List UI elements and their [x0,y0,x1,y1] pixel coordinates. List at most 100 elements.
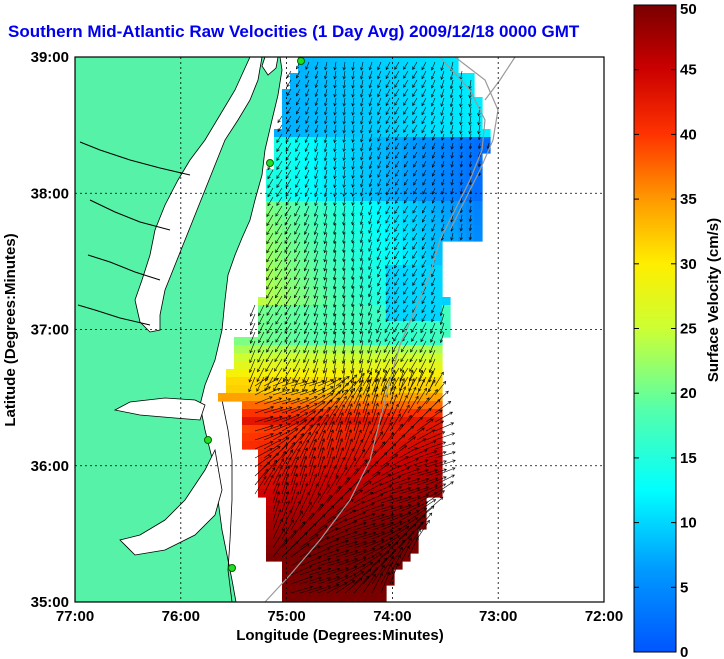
velocity-cell [386,193,395,202]
velocity-cell [474,97,483,106]
velocity-cell [362,209,371,218]
velocity-vector [487,142,490,149]
velocity-vector-head [294,321,298,325]
velocity-cell [354,529,363,538]
velocity-cell [274,337,283,346]
velocity-vector-head [342,157,346,162]
velocity-cell [330,409,339,418]
velocity-vector-head [408,495,412,500]
velocity-vector-head [443,460,447,464]
velocity-vector [286,88,292,96]
velocity-vector-head [477,136,482,141]
velocity-vector [407,406,421,423]
velocity-vector-head [368,183,373,188]
velocity-cell [434,145,443,154]
velocity-vector-head [332,240,337,245]
velocity-vector [380,486,402,495]
velocity-vector-head [287,500,291,504]
velocity-vector [407,478,429,486]
velocity-cell [362,97,371,106]
velocity-vector [351,340,355,354]
velocity-vector-head [333,102,337,107]
velocity-vector-head [419,416,423,421]
velocity-vector [308,380,325,387]
velocity-vector-head [459,103,463,108]
velocity-vector [382,367,391,382]
velocity-cell [442,185,451,194]
velocity-vector-head [428,369,432,373]
velocity-vector-head [459,146,464,150]
velocity-vector-head [441,431,446,435]
velocity-cell [266,337,275,346]
velocity-vector [324,97,328,106]
velocity-vector-head [385,129,389,134]
velocity-cell [402,489,411,498]
velocity-vector-head [459,130,463,135]
velocity-cell [402,161,411,170]
velocity-cell [290,553,299,562]
velocity-cell [474,113,483,122]
velocity-cell [266,553,275,562]
velocity-cell [362,217,371,226]
velocity-vector [360,241,364,252]
velocity-vector-head [459,112,463,117]
velocity-vector [335,566,358,576]
velocity-cell [306,521,315,530]
velocity-cell [314,321,323,330]
velocity-cell [330,313,339,322]
velocity-cell [418,313,427,322]
velocity-cell [346,169,355,178]
velocity-cell [386,401,395,410]
velocity-vector [352,205,355,216]
velocity-cell [434,433,443,442]
velocity-cell [442,97,451,106]
velocity-cell [386,137,395,146]
velocity-cell [362,73,371,82]
velocity-vector-head [421,246,425,250]
velocity-vector-head [330,505,335,509]
velocity-vector-head [412,246,416,250]
velocity-cell [434,185,443,194]
velocity-cell [354,297,363,306]
velocity-vector-head [359,386,363,391]
velocity-vector-head [353,457,357,462]
velocity-cell [338,561,347,570]
velocity-cell [274,233,283,242]
velocity-vector [343,142,346,152]
velocity-vector-head [360,85,364,89]
velocity-cell [282,105,291,114]
velocity-vector [324,331,328,344]
velocity-cell [370,449,379,458]
velocity-vector [276,169,283,179]
velocity-vector [286,79,292,87]
velocity-vector-head [342,130,346,134]
velocity-vector [374,367,382,383]
velocity-cell [266,481,275,490]
velocity-vector [389,496,412,504]
velocity-vector-head [412,129,416,133]
velocity-cell [394,553,403,562]
velocity-vector-head [443,468,447,472]
velocity-cell [290,129,299,138]
velocity-vector [344,571,364,585]
velocity-cell [330,497,339,506]
velocity-cell [322,281,331,290]
velocity-vector-head [304,222,308,226]
velocity-vector [352,151,355,161]
velocity-vector [295,151,301,161]
velocity-vector-head [317,492,321,497]
velocity-cell [338,345,347,354]
velocity-vector-head [412,93,416,97]
velocity-vector [362,379,371,396]
velocity-cell [418,441,427,450]
velocity-cell [378,473,387,482]
velocity-cell [322,457,331,466]
velocity-vector [360,286,364,298]
velocity-vector [425,420,444,432]
velocity-vector-head [439,312,444,317]
velocity-cell [274,353,283,362]
velocity-vector-head [305,93,309,97]
velocity-cell [314,513,323,522]
velocity-vector-head [282,450,287,455]
velocity-cell [410,313,419,322]
